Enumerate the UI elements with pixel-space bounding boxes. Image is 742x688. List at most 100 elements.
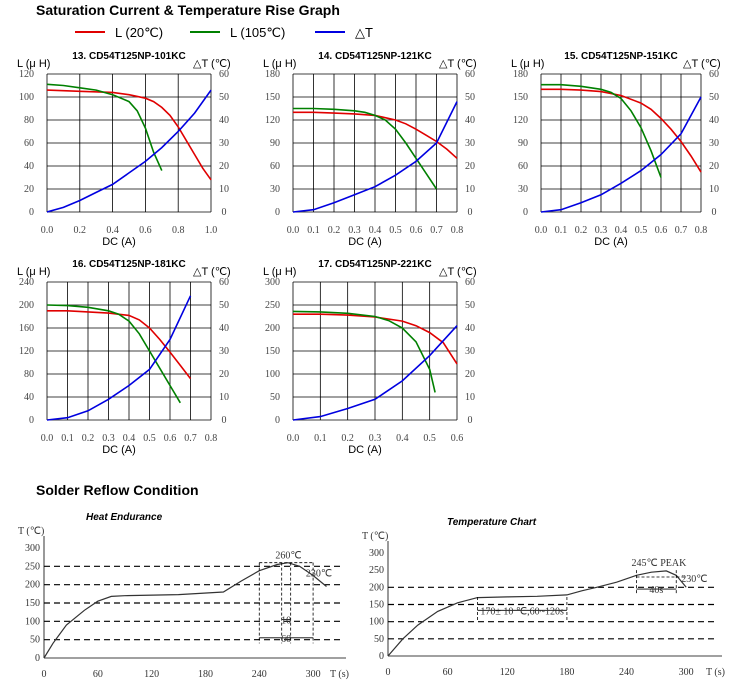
y-tick-label: 0 — [29, 207, 34, 218]
x-tick-label: 0.6 — [655, 225, 668, 236]
y-tick-label: 150 — [513, 92, 528, 103]
reflow-y-tick: 200 — [369, 582, 384, 593]
x-tick-label: 0.7 — [675, 225, 688, 236]
y2-tick-label: 60 — [465, 69, 475, 80]
y-tick-label: 180 — [513, 69, 528, 80]
x-tick-label: 0.1 — [307, 225, 320, 236]
y2-tick-label: 10 — [219, 392, 229, 403]
span-40-label: 40s — [649, 585, 663, 596]
reflow-y-tick: 50 — [374, 634, 384, 645]
y-tick-label: 20 — [24, 184, 34, 195]
reflow-x-label: T (s) — [706, 667, 725, 678]
reflow-y-tick: 100 — [25, 616, 40, 627]
series-line-1 — [293, 107, 438, 190]
y-tick-label: 150 — [265, 92, 280, 103]
series-line-0 — [293, 111, 458, 159]
x-axis-label: DC (A) — [348, 236, 382, 248]
series-line-1 — [47, 304, 181, 404]
x-tick-label: 0.8 — [172, 225, 185, 236]
x-tick-label: 0.0 — [41, 433, 54, 444]
reflow-y-tick: 250 — [369, 565, 384, 576]
series-line-1 — [47, 83, 163, 171]
series-line-0 — [47, 89, 212, 181]
y2-tick-label: 10 — [465, 184, 475, 195]
y2-tick-label: 30 — [709, 138, 719, 149]
reflow-x-tick: 180 — [198, 669, 213, 680]
x-tick-label: 0.4 — [615, 225, 628, 236]
y-tick-label: 100 — [19, 92, 34, 103]
y2-tick-label: 50 — [709, 92, 719, 103]
y2-tick-label: 30 — [465, 138, 475, 149]
left-axis-label: L (μ H) — [263, 58, 296, 70]
y2-tick-label: 10 — [465, 392, 475, 403]
series-line-2 — [541, 96, 702, 213]
reflow-y-tick: 0 — [379, 651, 384, 662]
x-tick-label: 0.7 — [184, 433, 197, 444]
series-line-0 — [541, 88, 702, 173]
series-line-1 — [293, 310, 436, 393]
hold-label: 230℃ — [681, 574, 707, 585]
y-tick-label: 0 — [29, 415, 34, 426]
reflow-x-tick: 240 — [619, 667, 634, 678]
y-tick-label: 0 — [275, 415, 280, 426]
y-tick-label: 90 — [270, 138, 280, 149]
x-tick-label: 0.2 — [341, 433, 354, 444]
saturation-charts: 13. CD54T125NP-101KC L (μ H) △T (℃) 0.0 0.2 0… — [17, 51, 721, 456]
peak-label: 245℃ PEAK — [632, 558, 688, 569]
right-axis-label: △T (℃) — [439, 266, 477, 278]
y-tick-label: 200 — [265, 323, 280, 334]
x-tick-label: 0.2 — [328, 225, 341, 236]
x-tick-label: 0.8 — [205, 433, 218, 444]
y-tick-label: 50 — [270, 392, 280, 403]
y2-tick-label: 60 — [709, 69, 719, 80]
x-tick-label: 0.4 — [369, 225, 382, 236]
reflow-x-tick: 0 — [386, 667, 391, 678]
y2-tick-label: 50 — [465, 92, 475, 103]
y2-tick-label: 20 — [219, 161, 229, 172]
legend-label-0: L (20℃) — [115, 25, 163, 40]
y2-tick-label: 20 — [465, 161, 475, 172]
reflow-y-tick: 150 — [25, 598, 40, 609]
reflow-x-tick: 300 — [679, 667, 694, 678]
reflow-section-title: Solder Reflow Condition — [36, 482, 199, 498]
y2-tick-label: 60 — [219, 69, 229, 80]
legend-label-1: L (105℃) — [230, 25, 285, 40]
soak-label: 170± 10 ℃,60~120s — [480, 606, 564, 617]
y2-tick-label: 20 — [219, 369, 229, 380]
y-tick-label: 180 — [265, 69, 280, 80]
y2-tick-label: 40 — [219, 115, 229, 126]
y-tick-label: 80 — [24, 369, 34, 380]
reflow-y-tick: 300 — [369, 548, 384, 559]
y2-tick-label: 10 — [219, 184, 229, 195]
page-title: Saturation Current & Temperature Rise Gr… — [36, 2, 340, 18]
series-line-2 — [293, 325, 458, 421]
x-tick-label: 0.0 — [535, 225, 548, 236]
y-tick-label: 100 — [265, 369, 280, 380]
y2-tick-label: 50 — [219, 92, 229, 103]
y2-tick-label: 30 — [219, 138, 229, 149]
y2-tick-label: 10 — [709, 184, 719, 195]
y2-tick-label: 50 — [465, 300, 475, 311]
x-tick-label: 0.4 — [123, 433, 136, 444]
left-axis-label: L (μ H) — [17, 266, 50, 278]
reflow-x-tick: 60 — [93, 669, 103, 680]
y-tick-label: 30 — [518, 184, 528, 195]
y2-tick-label: 40 — [465, 323, 475, 334]
span-10-label: 10 — [281, 616, 291, 627]
reflow-x-tick: 240 — [252, 669, 267, 680]
reflow-y-tick: 250 — [25, 561, 40, 572]
chart-title: 14. CD54T125NP-121KC — [318, 51, 431, 62]
y-tick-label: 90 — [518, 138, 528, 149]
y2-tick-label: 0 — [468, 415, 473, 426]
y-tick-label: 80 — [24, 115, 34, 126]
x-tick-label: 0.3 — [369, 433, 382, 444]
reflow-y-tick: 300 — [25, 543, 40, 554]
reflow-curve — [43, 562, 327, 659]
reflow-x-label: T (s) — [330, 669, 349, 680]
chart-title: 17. CD54T125NP-221KC — [318, 259, 431, 270]
x-tick-label: 0.5 — [635, 225, 648, 236]
y-tick-label: 60 — [24, 138, 34, 149]
y2-tick-label: 30 — [219, 346, 229, 357]
x-tick-label: 0.5 — [423, 433, 436, 444]
